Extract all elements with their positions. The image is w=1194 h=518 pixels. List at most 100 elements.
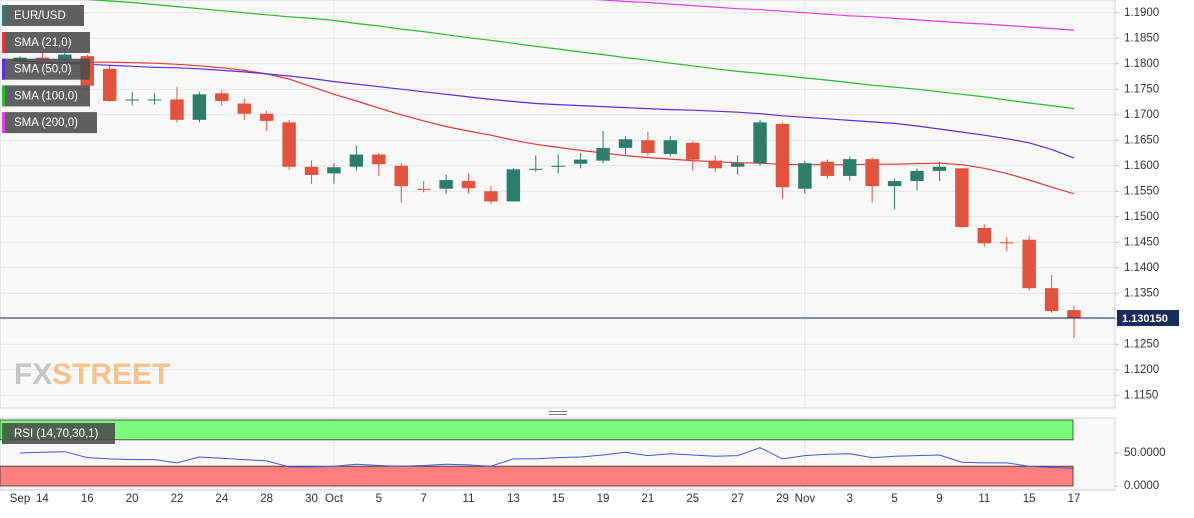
x-tick-label: 20	[126, 493, 139, 505]
candle-body	[618, 139, 633, 148]
legend-label: SMA (200,0)	[14, 117, 78, 129]
legend-box	[2, 112, 97, 134]
y-tick-label: 1.1250	[1124, 338, 1159, 350]
x-tick-label: 13	[507, 493, 520, 505]
x-tick-label: 14	[36, 493, 49, 505]
y-tick-label: 1.1900	[1124, 7, 1159, 19]
candle-body	[641, 140, 655, 153]
y-tick-label: 1.1800	[1124, 58, 1159, 70]
legend-label: SMA (50,0)	[14, 64, 72, 76]
candle-body	[170, 99, 184, 120]
candle-body	[484, 191, 498, 202]
x-tick-label: Sep	[10, 493, 30, 505]
candle-body	[843, 159, 857, 176]
candle-body	[753, 122, 767, 164]
x-tick-label: 5	[891, 493, 897, 505]
candle-body	[1022, 239, 1036, 289]
y-tick-label: 1.1750	[1124, 83, 1159, 95]
price-plot	[0, 0, 1115, 339]
rsi-line	[19, 447, 1075, 469]
candle-body	[461, 181, 476, 189]
candle-body	[932, 166, 947, 171]
legend-label: RSI (14,70,30,1)	[14, 428, 99, 440]
candle-body	[102, 68, 117, 101]
candle-body	[1044, 288, 1059, 312]
x-tick-label: Nov	[795, 493, 816, 505]
candle-body	[237, 103, 251, 114]
main-panel	[0, 0, 1116, 409]
legend-swatch	[2, 58, 5, 80]
x-tick-label: 30	[305, 493, 318, 505]
candle-body	[730, 163, 745, 167]
legend-swatch	[2, 423, 5, 444]
axes: 1.1900 1.1850 1.1800 1.1750 1.1700 1.1650 1.16…	[0, 7, 1179, 505]
y-tick-label: 1.1850	[1124, 32, 1159, 44]
candle-body	[999, 242, 1014, 244]
watermark-prefix: FX	[14, 358, 52, 391]
candle-body	[304, 166, 319, 175]
legend-box	[2, 85, 90, 107]
candle-body	[551, 165, 565, 167]
x-tick-label: 25	[686, 493, 699, 505]
legend-swatch	[2, 112, 5, 134]
x-tick-label: 11	[978, 493, 990, 505]
y-tick-label: 1.1350	[1124, 287, 1159, 299]
candle-body	[416, 188, 431, 190]
rsi-y-tick-label: 0.0000	[1124, 480, 1159, 492]
y-tick-label: 1.1500	[1124, 211, 1159, 223]
x-tick-label: 5	[376, 493, 382, 505]
x-tick-label: 27	[731, 493, 744, 505]
legend: EUR/USD SMA (21,0) SMA (50,0) SMA (100,0) SM…	[2, 5, 115, 444]
candle-body	[349, 154, 364, 167]
sma-line	[594, 0, 1075, 31]
rsi-upper-band	[0, 419, 1074, 441]
legend-label: EUR/USD	[14, 10, 66, 22]
panel-resize-handle[interactable]	[549, 411, 567, 415]
y-tick-label: 1.1200	[1124, 364, 1159, 376]
x-tick-label: 3	[847, 493, 853, 505]
candle-body	[215, 93, 229, 101]
x-tick-label: 11	[463, 493, 475, 505]
y-tick-label: 1.1400	[1124, 262, 1159, 274]
candle-body	[506, 169, 521, 202]
candle-body	[977, 227, 992, 244]
x-tick-label: 15	[1023, 493, 1036, 505]
x-tick-label: 29	[776, 493, 789, 505]
x-tick-label: 22	[171, 493, 184, 505]
legend-label: SMA (100,0)	[14, 90, 78, 102]
rsi-plot	[0, 419, 1075, 487]
x-tick-label: 16	[81, 493, 94, 505]
candle-body	[708, 160, 722, 169]
y-tick-label: 1.1150	[1124, 389, 1158, 401]
candle-body	[887, 181, 902, 187]
x-tick-label: 17	[1068, 493, 1081, 505]
legend-swatch	[2, 5, 5, 26]
candle-body	[686, 142, 700, 160]
sma-line	[19, 61, 1075, 195]
x-tick-label: Oct	[325, 493, 344, 505]
candle-body	[192, 94, 207, 120]
watermark: FX STREET	[14, 358, 170, 391]
candle-body	[147, 99, 162, 101]
y-tick-label: 1.1600	[1124, 160, 1159, 172]
y-tick-label: 1.1550	[1124, 185, 1159, 197]
candle-body	[125, 99, 139, 101]
x-tick-label: 24	[215, 493, 228, 505]
candle-body	[596, 147, 610, 161]
candle-body	[58, 54, 72, 60]
candle-body	[798, 163, 812, 189]
candle-body	[35, 57, 50, 60]
x-tick-label: 9	[936, 493, 942, 505]
candle-body	[955, 168, 969, 227]
legend-box	[2, 58, 90, 80]
rsi-lower-band	[0, 465, 1074, 487]
candle-body	[439, 180, 453, 189]
y-tick-label: 1.1650	[1124, 134, 1159, 146]
legend-box	[2, 5, 84, 26]
candle-body	[327, 167, 341, 174]
legend-swatch	[2, 85, 5, 107]
candle-body	[259, 113, 274, 121]
sma-line	[19, 60, 1075, 159]
candle-body	[820, 161, 835, 176]
